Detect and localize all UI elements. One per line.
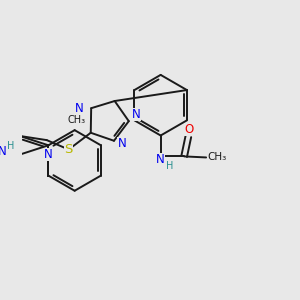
Text: N: N bbox=[117, 137, 126, 150]
Text: N: N bbox=[0, 145, 6, 158]
Text: N: N bbox=[44, 148, 53, 161]
Text: S: S bbox=[64, 143, 73, 156]
Text: H: H bbox=[166, 161, 173, 171]
Text: CH₃: CH₃ bbox=[68, 115, 85, 125]
Text: N: N bbox=[75, 102, 84, 115]
Text: H: H bbox=[7, 141, 14, 151]
Text: O: O bbox=[184, 123, 194, 136]
Text: CH₃: CH₃ bbox=[207, 152, 226, 162]
Text: N: N bbox=[132, 108, 141, 122]
Text: N: N bbox=[156, 153, 165, 166]
